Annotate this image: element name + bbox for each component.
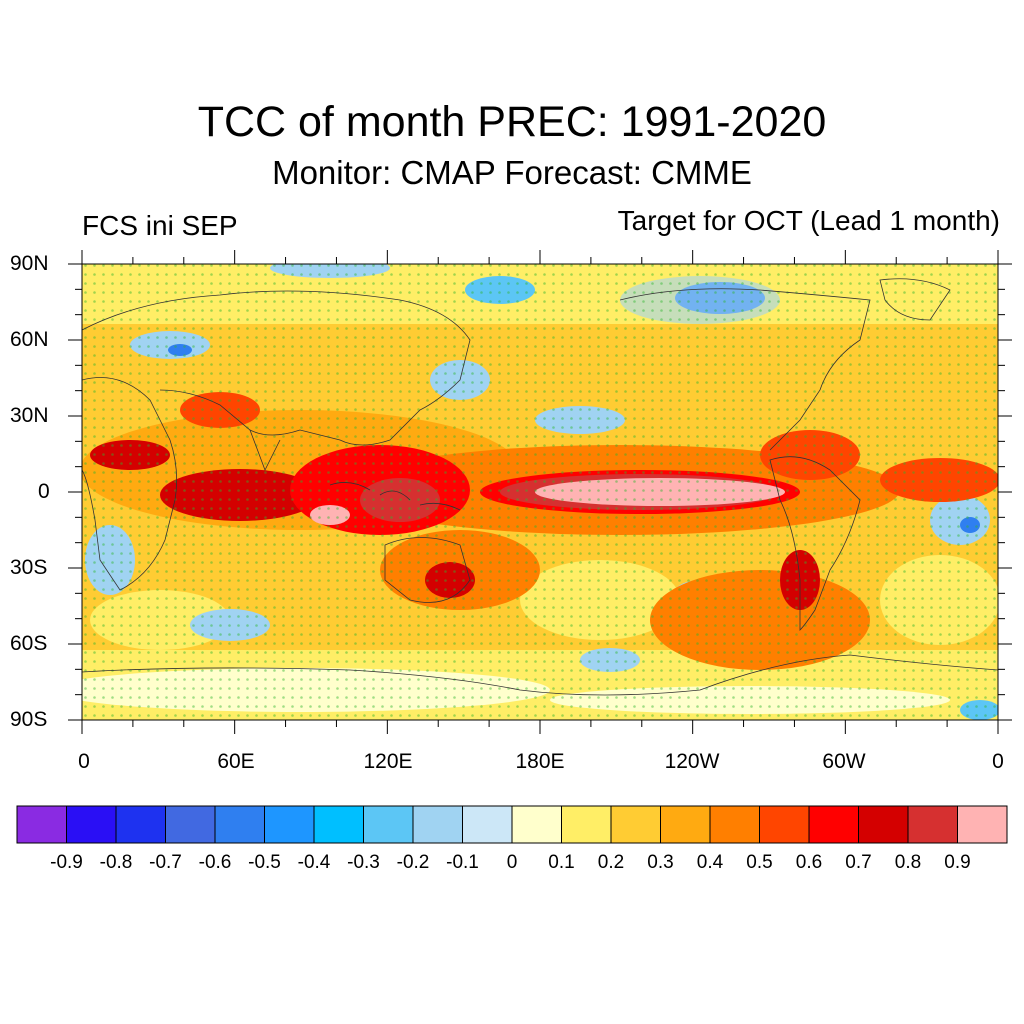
colorbar-swatch bbox=[660, 805, 711, 844]
lat-tick-label: 0 bbox=[38, 480, 50, 503]
colorbar-label: -0.4 bbox=[297, 852, 331, 873]
colorbar-label: 0.5 bbox=[746, 852, 773, 873]
colorbar-swatch bbox=[313, 805, 364, 844]
lon-tick-label: 120W bbox=[664, 750, 720, 773]
colorbar-label: -0.9 bbox=[50, 852, 83, 873]
colorbar-label: -0.6 bbox=[198, 852, 232, 873]
colorbar-swatch bbox=[66, 805, 117, 844]
colorbar-swatch bbox=[561, 805, 612, 844]
colorbar-swatch bbox=[610, 805, 661, 844]
colorbar-label: -0.8 bbox=[99, 852, 133, 873]
colorbar-swatch bbox=[165, 805, 216, 844]
lat-tick-label: 60S bbox=[10, 632, 48, 655]
colorbar-swatch bbox=[264, 805, 315, 844]
lon-tick-label: 60E bbox=[217, 750, 255, 773]
colorbar-label: 0.9 bbox=[944, 852, 971, 873]
target-label: Target for OCT (Lead 1 month) bbox=[617, 205, 1000, 236]
coastlines bbox=[82, 278, 998, 696]
lat-tick-label: 30N bbox=[10, 404, 49, 427]
colorbar-label: 0.2 bbox=[597, 852, 625, 873]
lon-tick-label: 60W bbox=[822, 750, 866, 773]
colorbar-label: -0.3 bbox=[347, 852, 380, 873]
colorbar-swatch bbox=[511, 805, 562, 844]
colorbar-label: -0.1 bbox=[446, 852, 479, 873]
colorbar-label: 0.6 bbox=[795, 852, 823, 873]
colorbar-swatch bbox=[363, 805, 414, 844]
colorbar-swatch bbox=[412, 805, 463, 844]
lon-tick-label: 120E bbox=[363, 750, 413, 773]
colorbar-swatch bbox=[16, 805, 67, 844]
colorbar-swatch bbox=[858, 805, 909, 844]
colorbar-label: 0.1 bbox=[548, 852, 575, 873]
colorbar-label: -0.2 bbox=[396, 852, 430, 873]
lat-tick-label: 90N bbox=[10, 252, 49, 275]
colorbar-label: 0.3 bbox=[647, 852, 674, 873]
colorbar-label: 0.8 bbox=[894, 852, 922, 873]
colorbar-label: 0.4 bbox=[696, 852, 724, 873]
map-subtitle: Monitor: CMAP Forecast: CMME bbox=[272, 154, 752, 191]
axis-ticks bbox=[68, 250, 1012, 734]
colorbar-label: -0.5 bbox=[248, 852, 281, 873]
map-title: TCC of month PREC: 1991-2020 bbox=[197, 98, 827, 146]
lat-tick-label: 90S bbox=[10, 708, 48, 731]
lon-tick-label: 0 bbox=[992, 750, 1004, 773]
colorbar-swatch bbox=[115, 805, 166, 844]
map-field bbox=[82, 264, 998, 720]
colorbar-label: 0 bbox=[506, 852, 518, 873]
colorbar-swatch bbox=[709, 805, 760, 844]
lat-tick-label: 30S bbox=[10, 556, 48, 579]
initialization-label: FCS ini SEP bbox=[82, 210, 238, 241]
colorbar-swatch bbox=[462, 805, 513, 844]
colorbar bbox=[16, 805, 1008, 844]
significance-stippling bbox=[82, 264, 998, 720]
colorbar-swatch bbox=[957, 805, 1008, 844]
lon-tick-label: 180E bbox=[515, 750, 565, 773]
colorbar-label: 0.7 bbox=[845, 852, 872, 873]
colorbar-swatch bbox=[907, 805, 958, 844]
colorbar-swatch bbox=[759, 805, 810, 844]
lon-tick-label: 0 bbox=[78, 750, 90, 773]
colorbar-label: -0.7 bbox=[149, 852, 182, 873]
lat-tick-label: 60N bbox=[10, 328, 49, 351]
colorbar-swatch bbox=[214, 805, 265, 844]
colorbar-swatch bbox=[808, 805, 859, 844]
